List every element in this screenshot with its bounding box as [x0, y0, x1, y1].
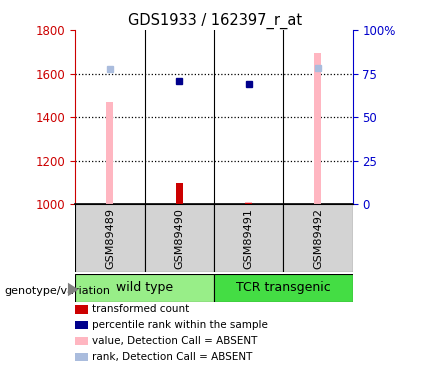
Text: GSM89490: GSM89490	[174, 208, 184, 268]
Text: rank, Detection Call = ABSENT: rank, Detection Call = ABSENT	[92, 352, 253, 362]
Text: wild type: wild type	[116, 281, 173, 294]
Text: GSM89491: GSM89491	[243, 208, 254, 268]
Bar	[75, 274, 214, 302]
Bar	[245, 203, 252, 204]
Bar	[283, 204, 353, 272]
Bar	[144, 204, 214, 272]
Text: GSM89489: GSM89489	[105, 208, 115, 268]
Bar	[245, 202, 252, 204]
Text: percentile rank within the sample: percentile rank within the sample	[92, 320, 268, 330]
Text: genotype/variation: genotype/variation	[4, 286, 111, 296]
Bar	[107, 102, 114, 204]
Text: TCR transgenic: TCR transgenic	[236, 281, 331, 294]
Bar	[214, 274, 353, 302]
Text: transformed count: transformed count	[92, 304, 190, 314]
Bar	[176, 183, 183, 204]
Text: value, Detection Call = ABSENT: value, Detection Call = ABSENT	[92, 336, 258, 346]
Bar	[75, 204, 144, 272]
Text: GDS1933 / 162397_r_at: GDS1933 / 162397_r_at	[128, 13, 302, 29]
Bar	[214, 204, 283, 272]
Text: GSM89492: GSM89492	[313, 208, 323, 268]
Bar	[314, 53, 321, 204]
